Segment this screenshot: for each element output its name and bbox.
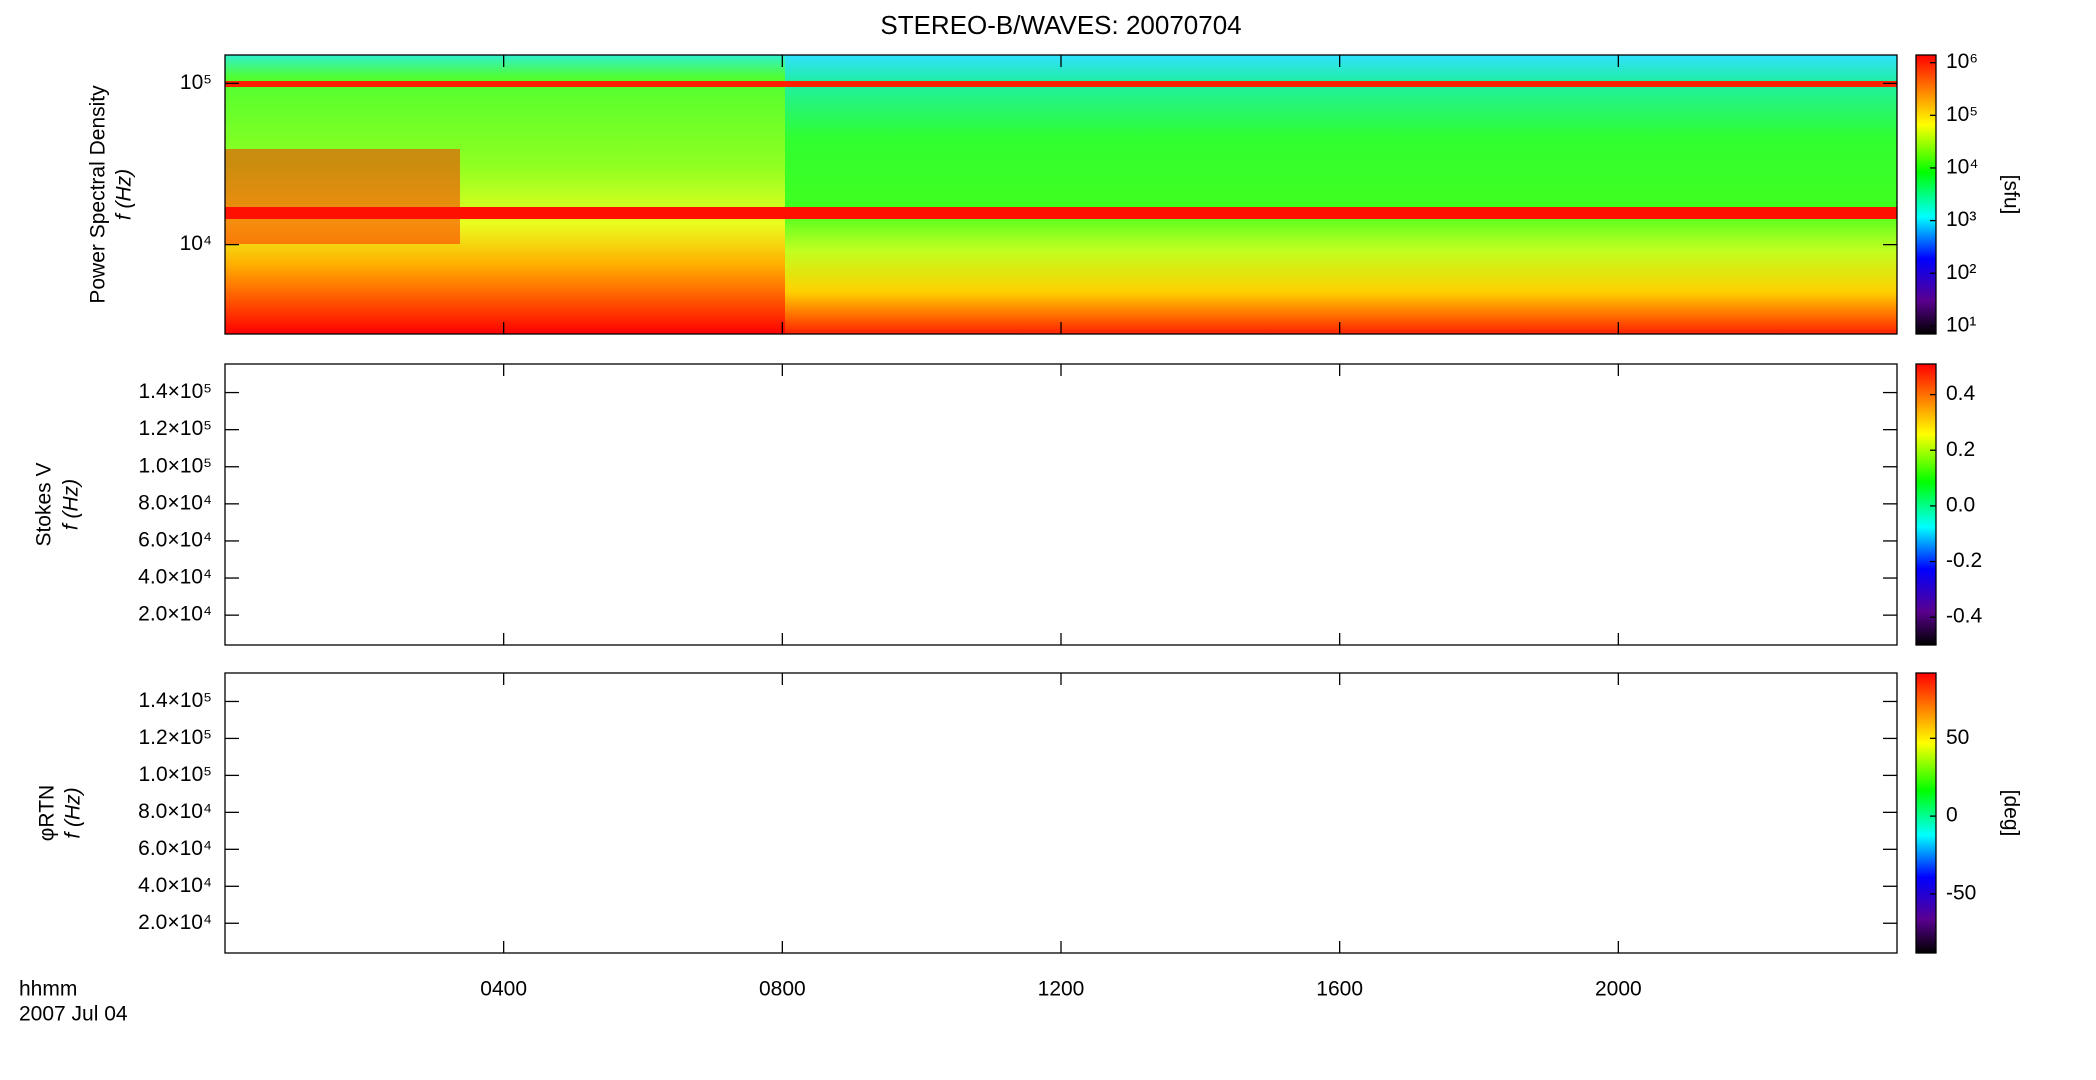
x-axis-label: hhmm (19, 978, 77, 1001)
colorbar-tick-label: 0.2 (1946, 438, 1975, 461)
y-axis-label: φRTN (36, 785, 59, 841)
y-tick-label: 6.0×10⁴ (138, 837, 212, 860)
colorbar (1915, 54, 1937, 335)
chart-title: STEREO-B/WAVES: 20070704 (880, 10, 1241, 40)
plot-frame (224, 672, 1898, 954)
y-tick-label: 1.2×10⁵ (138, 417, 212, 440)
y-tick-label: 4.0×10⁴ (138, 874, 212, 897)
colorbar-tick-label: 10⁵ (1946, 103, 1978, 126)
colorbar-tick-label: 0.4 (1946, 382, 1976, 405)
x-tick-label: 2000 (1595, 978, 1642, 1001)
colorbar-label: [sfu] (1999, 175, 2022, 215)
y-tick-label: 1.2×10⁵ (138, 726, 212, 749)
colorbar-tick-label: 10³ (1946, 208, 1976, 231)
colorbar-tick-label: 0 (1946, 804, 1958, 827)
colorbar-tick-label: 50 (1946, 726, 1969, 749)
y-tick-label: 1.4×10⁵ (138, 689, 212, 712)
y-tick-label: 2.0×10⁴ (138, 911, 212, 934)
colorbar-tick-label: 10² (1946, 261, 1976, 284)
y-tick-label: 8.0×10⁴ (138, 800, 212, 823)
y-tick-label: 4.0×10⁴ (138, 566, 212, 589)
y-tick-label: 10⁵ (180, 71, 212, 94)
colorbar-label: [deg] (1999, 790, 2022, 837)
colorbar-tick-label: 10⁴ (1946, 156, 1978, 179)
colorbar-tick-label: -0.2 (1946, 549, 1982, 572)
colorbar-tick-label: -50 (1946, 881, 1976, 904)
colorbar-tick-label: 10¹ (1946, 313, 1976, 336)
y-tick-label: 1.0×10⁵ (138, 763, 212, 786)
y-tick-label: 6.0×10⁴ (138, 528, 212, 551)
colorbar-tick-label: -0.4 (1946, 605, 1983, 628)
colorbar-tick-label: 0.0 (1946, 493, 1975, 516)
x-tick-label: 1200 (1038, 978, 1085, 1001)
colorbar (1915, 672, 1937, 954)
colorbar-tick-label: 10⁶ (1946, 50, 1978, 73)
colorbar (1915, 363, 1937, 646)
y-tick-label: 1.4×10⁵ (138, 380, 212, 403)
x-tick-label: 1600 (1316, 978, 1363, 1001)
x-tick-label: 0800 (759, 978, 806, 1001)
y-tick-label: 2.0×10⁴ (138, 603, 212, 626)
y-axis-unit: f (Hz) (113, 169, 136, 220)
y-axis-label: Stokes V (33, 462, 56, 546)
y-tick-label: 8.0×10⁴ (138, 491, 212, 514)
y-axis-unit: f (Hz) (62, 787, 85, 838)
date-label: 2007 Jul 04 (19, 1003, 128, 1026)
y-axis-unit: f (Hz) (60, 479, 83, 530)
y-axis-label: Power Spectral Density (87, 85, 110, 304)
y-tick-label: 10⁴ (180, 232, 212, 255)
plot-frame (224, 363, 1898, 646)
spectrogram (225, 55, 1897, 334)
y-tick-label: 1.0×10⁵ (138, 454, 212, 477)
x-tick-label: 0400 (480, 978, 527, 1001)
